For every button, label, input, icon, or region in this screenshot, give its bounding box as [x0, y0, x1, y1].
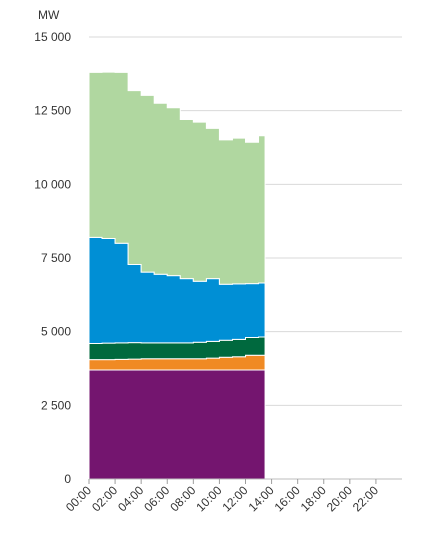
y-tick-label: 5 000 — [41, 325, 71, 339]
x-tick-label: 02:00 — [89, 483, 120, 514]
y-axis-tick-labels: 0 2 500 5 000 7 500 10 000 12 500 15 000 — [34, 30, 71, 486]
x-tick-label: 20:00 — [324, 483, 355, 514]
y-axis-unit-label: MW — [38, 8, 60, 22]
x-tick-label: 10:00 — [193, 483, 224, 514]
area-series-1 — [88, 369, 266, 480]
x-tick-label: 18:00 — [298, 483, 329, 514]
x-tick-label: 00:00 — [63, 483, 94, 514]
y-tick-label: 15 000 — [34, 30, 71, 44]
stacked-areas — [88, 71, 266, 480]
x-tick-label: 08:00 — [167, 483, 198, 514]
x-tick-label: 12:00 — [219, 483, 250, 514]
x-tick-label: 06:00 — [141, 483, 172, 514]
y-tick-label: 12 500 — [34, 104, 71, 118]
x-tick-label: 14:00 — [246, 483, 277, 514]
y-tick-label: 7 500 — [41, 251, 71, 265]
x-tick-label: 16:00 — [272, 483, 303, 514]
y-tick-label: 2 500 — [41, 398, 71, 412]
x-axis-tick-labels: 00:0002:0004:0006:0008:0010:0012:0014:00… — [63, 479, 381, 514]
y-tick-label: 10 000 — [34, 177, 71, 191]
x-tick-label: 22:00 — [350, 483, 381, 514]
x-tick-label: 04:00 — [115, 483, 146, 514]
y-tick-label: 0 — [64, 472, 71, 486]
